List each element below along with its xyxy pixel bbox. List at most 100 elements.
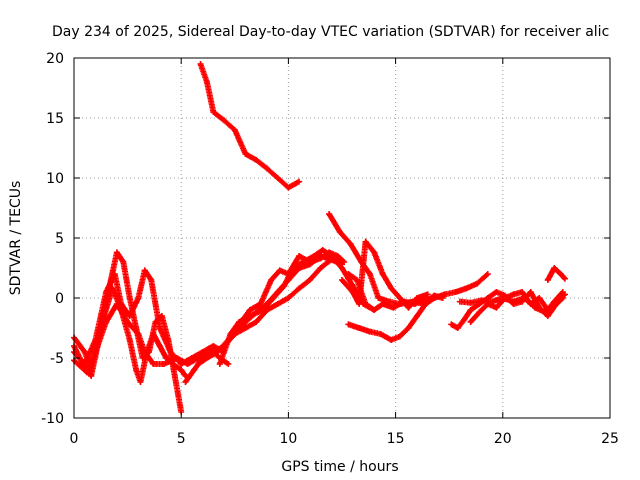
data-point	[264, 165, 270, 172]
x-tick-label: 25	[601, 431, 619, 447]
data-point	[467, 307, 474, 313]
data-point	[489, 298, 496, 305]
data-point	[424, 291, 431, 298]
data-point	[253, 157, 260, 163]
data-point	[334, 253, 341, 259]
series-track-n	[418, 271, 491, 304]
data-point	[210, 343, 217, 349]
data-point	[184, 361, 191, 367]
x-tick-label: 20	[494, 431, 512, 447]
data-point	[456, 298, 463, 305]
data-point	[371, 249, 378, 256]
data-point	[253, 319, 260, 325]
data-point	[88, 373, 95, 379]
data-point	[493, 304, 500, 311]
data-point	[236, 319, 243, 325]
data-point	[285, 184, 292, 191]
y-tick-label: 5	[55, 231, 64, 247]
series-layer	[71, 61, 568, 415]
data-point	[268, 277, 275, 283]
data-point	[148, 277, 155, 283]
data-point	[126, 313, 133, 319]
series-track-e	[197, 61, 303, 191]
data-point	[484, 271, 491, 277]
data-point	[195, 361, 202, 367]
data-point	[216, 361, 223, 367]
data-point	[557, 271, 564, 277]
data-point	[371, 307, 378, 313]
data-point	[356, 325, 363, 331]
ticks: 0 5 10 15 20 25 -10 -5 0 5 10 15 20	[41, 51, 619, 447]
series-track-r	[544, 265, 568, 283]
data-point	[225, 361, 232, 367]
data-point	[270, 295, 277, 301]
data-point	[510, 298, 517, 305]
data-point	[339, 277, 345, 283]
data-point	[276, 267, 283, 274]
data-point	[317, 265, 324, 271]
y-tick-label: 20	[46, 51, 64, 67]
data-point	[111, 271, 118, 277]
data-point	[452, 289, 459, 295]
data-point	[242, 325, 249, 331]
data-point	[171, 373, 178, 379]
data-point	[319, 247, 326, 253]
data-point	[345, 321, 352, 328]
data-point	[126, 295, 133, 301]
data-point	[289, 265, 296, 271]
data-point	[476, 309, 483, 316]
data-point	[411, 301, 418, 307]
data-point	[362, 301, 369, 307]
x-tick-label: 0	[70, 431, 79, 447]
data-point	[396, 295, 403, 301]
data-point	[377, 331, 384, 337]
data-point	[126, 337, 133, 343]
data-point	[103, 289, 110, 295]
data-point	[150, 361, 157, 367]
data-point	[203, 79, 210, 85]
data-point	[441, 291, 448, 298]
data-point	[137, 379, 144, 385]
chart-title: Day 234 of 2025, Sidereal Day-to-day VTE…	[52, 24, 609, 40]
data-point	[519, 289, 526, 295]
y-tick-label: -5	[50, 351, 64, 367]
series-track-i	[231, 256, 345, 337]
data-point	[274, 175, 281, 181]
series-track-l	[345, 271, 429, 313]
data-point	[133, 367, 140, 373]
data-point	[493, 289, 500, 295]
data-point	[345, 271, 352, 277]
data-point	[167, 349, 174, 355]
data-point	[544, 313, 551, 319]
data-point	[311, 253, 318, 259]
data-point	[92, 349, 99, 355]
data-point	[306, 277, 313, 283]
data-point	[296, 253, 303, 259]
data-point	[81, 361, 88, 367]
y-tick-label: 10	[46, 171, 64, 187]
data-point	[103, 319, 110, 325]
y-tick-label: -10	[41, 411, 64, 427]
data-point	[182, 379, 189, 385]
data-point	[231, 331, 238, 337]
data-point	[349, 289, 356, 295]
x-tick-label: 15	[387, 431, 405, 447]
series-track-q	[456, 289, 566, 316]
data-point	[336, 229, 343, 235]
data-point	[296, 178, 303, 185]
data-point	[510, 291, 517, 298]
data-point	[562, 275, 568, 282]
data-point	[124, 319, 131, 325]
data-point	[135, 295, 142, 301]
data-point	[191, 367, 198, 373]
data-point	[467, 319, 474, 325]
data-point	[339, 261, 345, 268]
data-point	[83, 369, 90, 376]
data-point	[274, 301, 281, 307]
data-point	[375, 295, 382, 301]
y-tick-label: 15	[46, 111, 64, 127]
data-point	[156, 325, 163, 331]
data-point	[396, 333, 403, 340]
data-point	[478, 297, 485, 304]
data-point	[366, 328, 373, 335]
